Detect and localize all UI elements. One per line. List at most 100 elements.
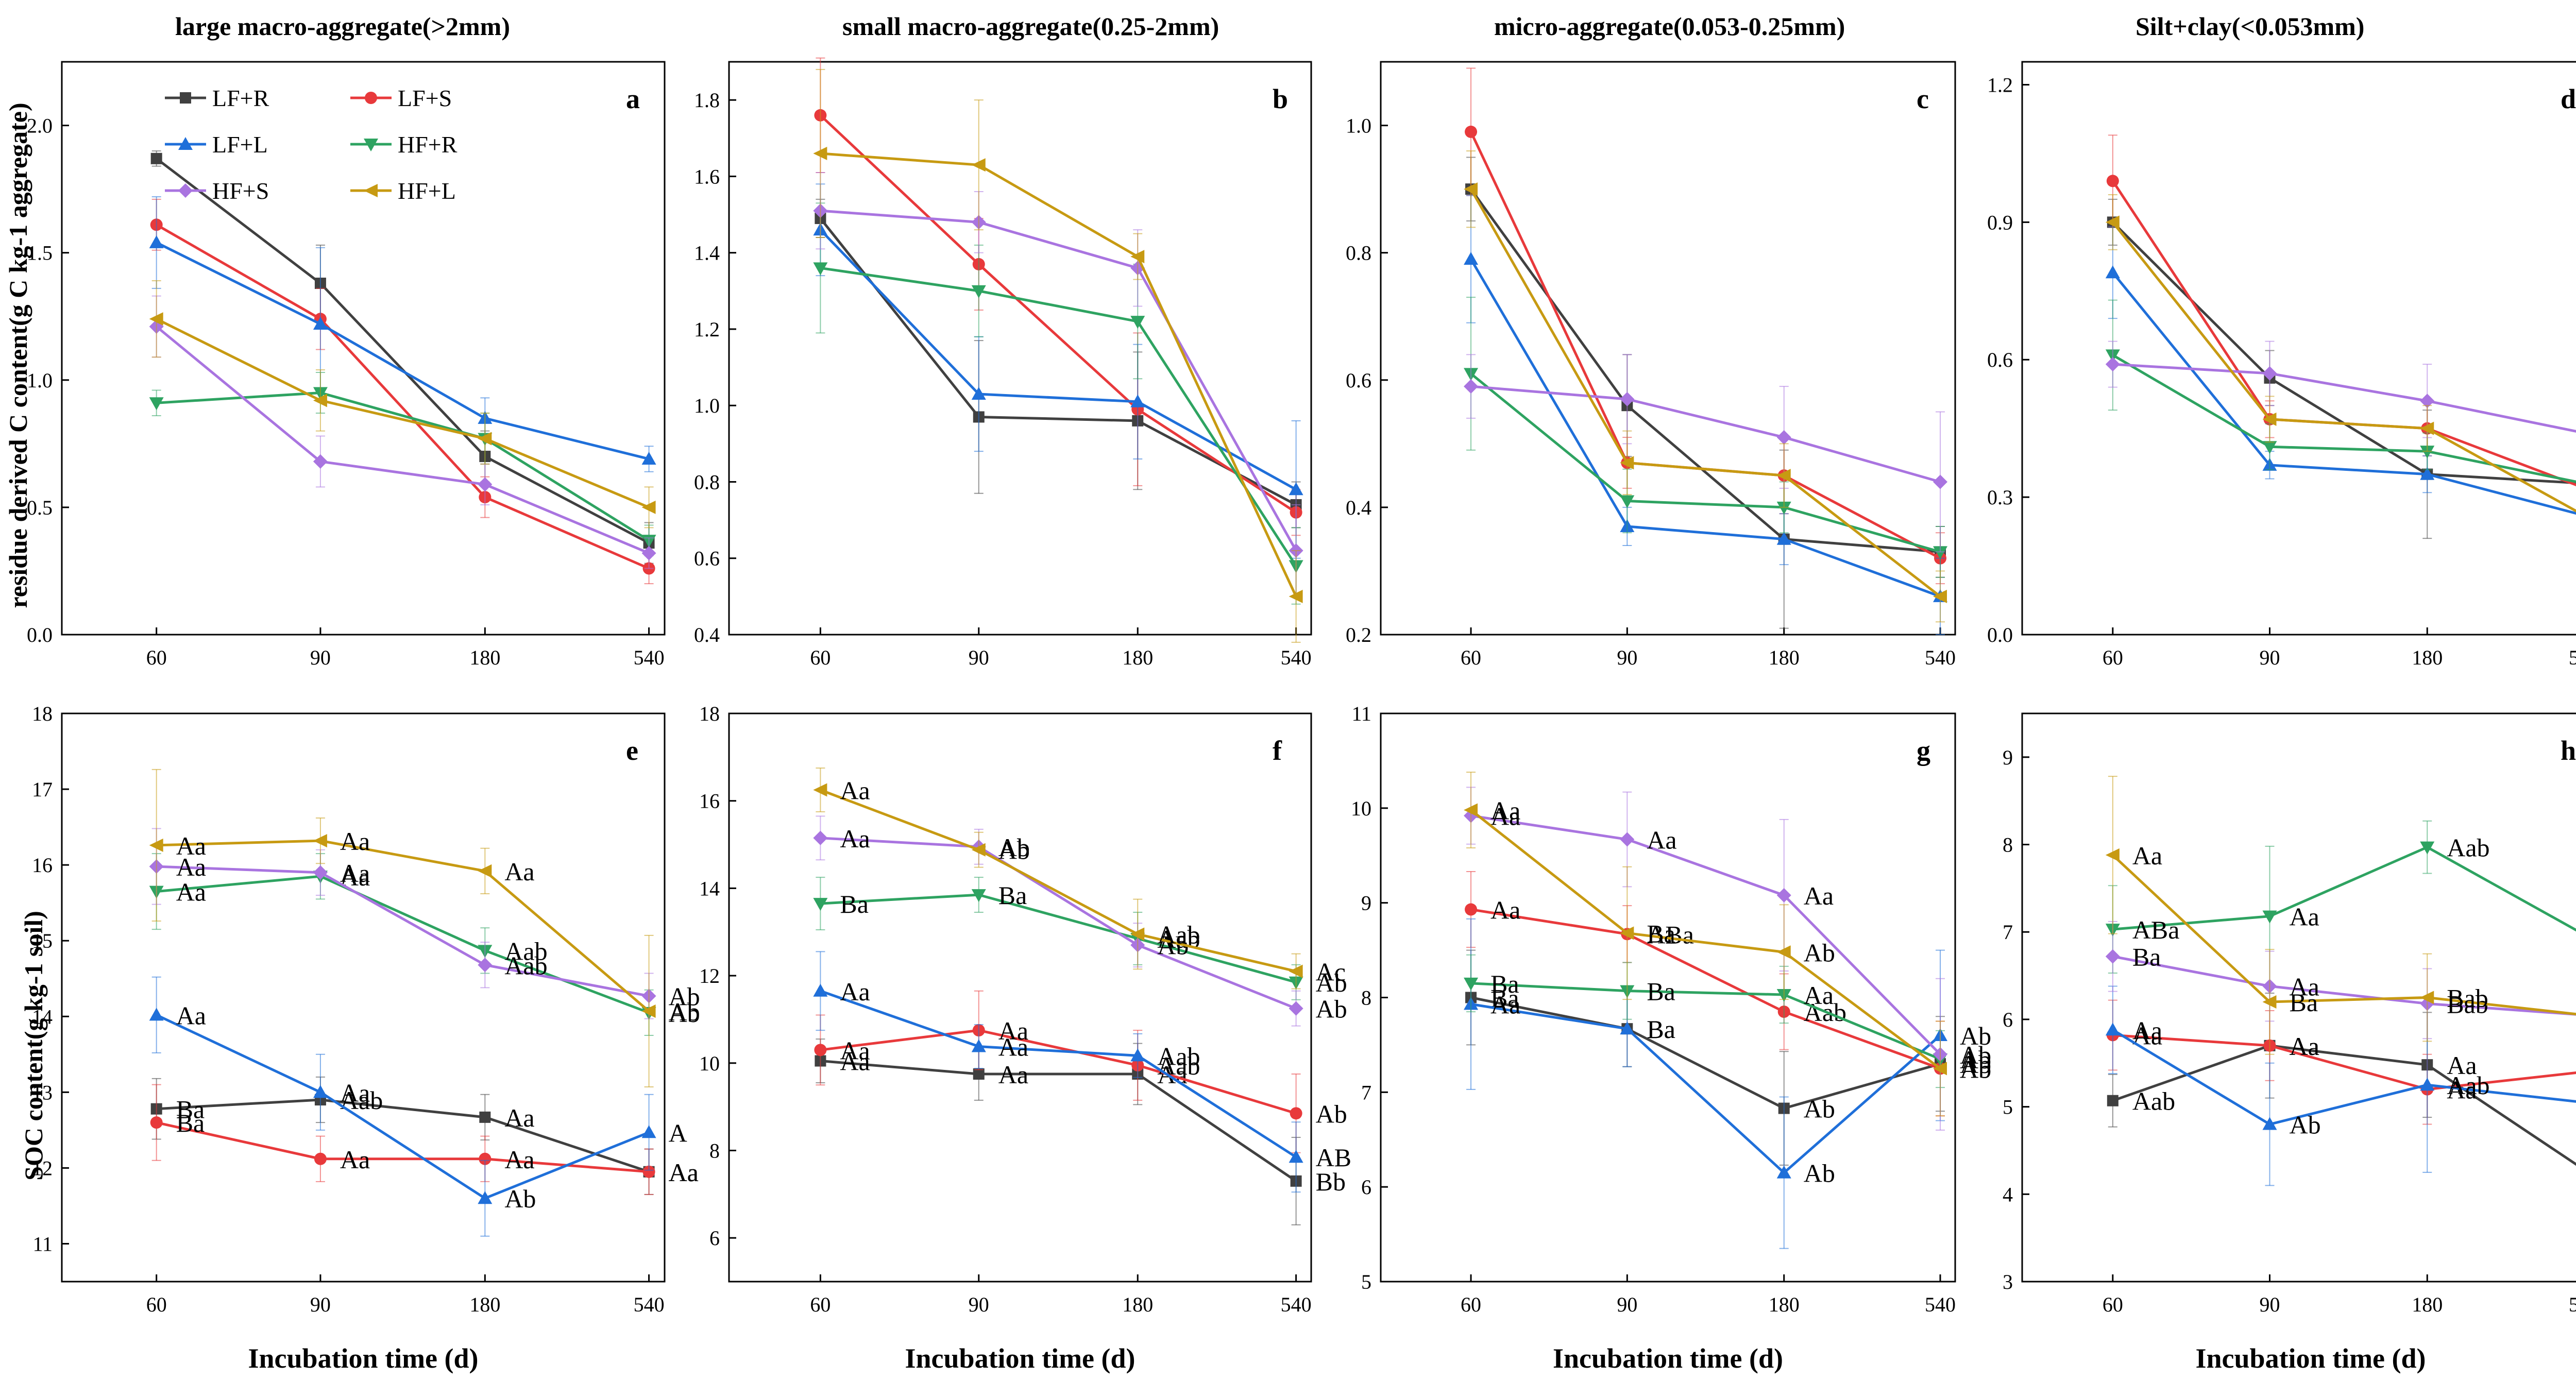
series-line [2112,1029,2576,1126]
significance-label: Bb [1316,1167,1346,1196]
series-hf-l [813,69,1303,643]
data-point [1620,832,1635,847]
significance-label: Ab [504,1184,536,1213]
significance-label: Aa [669,1158,699,1187]
data-point [478,432,492,446]
significance-label: Aa [840,776,870,805]
panel-title: large macro-aggregate(>2mm) [175,12,510,41]
data-point [2420,1078,2435,1091]
series-line [1470,996,1941,1110]
y-tick-label: 1.0 [694,394,720,417]
data-point [1465,903,1478,916]
x-axis-label: Incubation time (d) [2195,1343,2426,1374]
series-line [1469,188,1941,598]
data-point [1620,456,1634,470]
series-line [2111,221,2576,513]
y-tick-label: 18 [699,702,720,725]
data-point [2262,910,2277,924]
significance-label: Ba [2132,943,2161,972]
significance-label: Aa [669,1158,699,1187]
series-hf-r [813,202,1303,605]
significance-label: Aab [1157,1051,1200,1080]
significance-label: Aa [2132,1016,2162,1045]
significance-label: Ba [1647,977,1675,1006]
y-tick-label: 3 [2003,1270,2013,1293]
significance-label: Aab [504,936,547,965]
panel-frame [61,61,666,636]
y-tick-label: 15 [32,929,53,952]
legend-label: LF+L [212,131,268,158]
data-point [149,1008,164,1021]
data-point [1776,430,1791,445]
series-hf-l [2105,194,2576,513]
row1-ylabel: residue derived C content(g C kg-1 aggre… [4,103,32,608]
significance-label: Aa [504,1145,534,1174]
panels: large macro-aggregate(>2mm) a 0.0 0.5 1.0 1.5… [27,12,2576,1374]
y-tick-label: 0.6 [1987,348,2013,371]
legend-marker [180,92,191,104]
y-tick-label: 0.3 [1987,486,2013,509]
series-line [820,893,1297,984]
data-point [150,152,162,164]
x-tick-label: 540 [1925,646,1956,669]
data-point [641,546,656,560]
data-point [2420,394,2435,408]
data-point [971,843,986,857]
significance-label: A [669,1118,687,1147]
y-tick-label: 8 [2003,833,2013,857]
panel-title: Silt+clay(<0.053mm) [2136,12,2364,41]
series-hf-l [149,280,656,529]
x-tick-label: 90 [969,646,989,669]
data-point [2105,1023,2120,1036]
series-line [820,1029,1297,1115]
panel-title: small macro-aggregate(0.25-2mm) [842,12,1219,41]
significance-label: Aa [998,1033,1028,1062]
y-tick-label: 0.4 [694,623,720,646]
series-hf-l: Aa Ab Aab Ac [813,768,1346,990]
y-tick-label: 18 [32,702,53,725]
data-point [641,451,656,465]
y-tick-label: 16 [699,790,720,813]
x-tick-label: 180 [469,1293,500,1316]
legend-marker [364,184,378,197]
data-point [971,158,986,172]
significance-label: Aa [998,1016,1028,1045]
data-point [313,454,328,469]
data-point [973,1068,985,1080]
y-tick-label: 12 [32,1156,53,1180]
y-tick-label: 7 [1361,1081,1371,1104]
significance-label: ABa [1647,920,1694,949]
series-line [2111,180,2576,486]
significance-label: Aab [2132,1087,2175,1116]
significance-label: Ba [1647,1015,1675,1044]
series-lf-s: Ba Aa Aa Aa [150,1084,699,1195]
data-point [1776,1165,1791,1179]
y-tick-label: 1.5 [27,242,53,265]
significance-label: Ba [176,1095,205,1124]
y-tick-label: 1.0 [1346,114,1371,138]
x-tick-label: 90 [310,646,331,669]
significance-label: Ab [1316,995,1347,1024]
series-line [1470,188,1941,553]
series-line [1470,1002,1941,1174]
y-tick-label: 1.2 [1987,73,2013,96]
data-point [971,1039,986,1052]
y-tick-label: 1.4 [694,242,720,265]
y-tick-label: 7 [2003,921,2013,944]
series-line [820,789,1297,973]
y-tick-label: 0.0 [27,623,53,646]
data-point [813,146,827,160]
data-point [1289,1001,1303,1016]
panel-title: micro-aggregate(0.053-0.25mm) [1494,12,1845,41]
significance-label: Ba [2289,988,2318,1017]
significance-label: Aab [2447,833,2489,862]
series-line [1470,372,1941,553]
series-line [2112,354,2576,483]
data-point [2105,215,2120,229]
significance-label: Aa [176,853,206,881]
series-line [2112,845,2576,932]
data-point [2420,446,2435,459]
